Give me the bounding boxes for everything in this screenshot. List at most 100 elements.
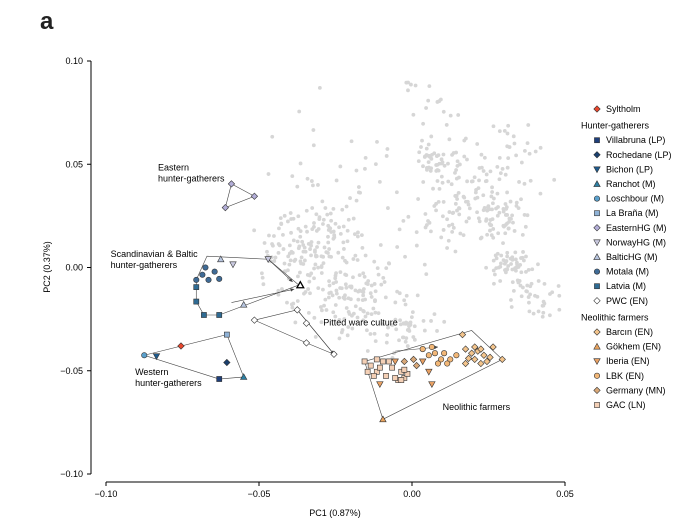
reference-sample	[323, 297, 328, 302]
reference-sample	[522, 213, 527, 217]
reference-sample	[369, 312, 374, 317]
legend-label: Rochedane (LP)	[606, 150, 672, 160]
reference-sample	[298, 229, 303, 234]
reference-sample	[337, 336, 342, 341]
reference-sample	[298, 161, 303, 166]
reference-sample	[406, 214, 411, 219]
reference-sample	[393, 317, 398, 322]
reference-sample	[319, 305, 323, 309]
reference-sample	[520, 285, 525, 290]
reference-sample	[296, 214, 301, 219]
reference-sample	[492, 281, 496, 286]
reference-sample	[368, 291, 373, 296]
reference-sample	[355, 258, 360, 262]
reference-sample	[353, 253, 358, 258]
reference-sample	[312, 266, 316, 271]
reference-sample	[494, 256, 499, 261]
point-rochedane-lp	[223, 358, 231, 367]
legend-label: Latvia (M)	[606, 281, 646, 291]
reference-sample	[352, 232, 357, 237]
reference-sample	[498, 171, 503, 176]
reference-sample	[495, 251, 500, 256]
x-tick-label: −0.10	[95, 489, 118, 499]
reference-sample	[277, 226, 281, 231]
point-villabruna-lp	[216, 376, 223, 382]
reference-sample	[297, 109, 302, 114]
reference-sample	[359, 233, 364, 238]
reference-sample	[462, 195, 467, 200]
reference-sample	[321, 222, 325, 226]
y-axis-label: PC2 (0.37%)	[42, 241, 52, 293]
reference-sample	[363, 155, 368, 160]
reference-sample	[438, 97, 443, 102]
legend-marker	[593, 239, 601, 247]
reference-sample	[265, 249, 269, 254]
reference-sample	[404, 336, 409, 341]
reference-sample	[456, 113, 461, 117]
reference-sample	[355, 315, 360, 320]
reference-sample	[505, 254, 510, 259]
reference-sample	[289, 230, 293, 235]
reference-sample	[356, 185, 361, 189]
reference-sample	[353, 304, 358, 309]
reference-sample	[316, 265, 320, 270]
reference-sample	[429, 134, 434, 139]
reference-sample	[535, 294, 540, 299]
point-motala-m	[211, 268, 218, 275]
reference-sample	[345, 228, 350, 233]
reference-sample	[361, 309, 366, 313]
reference-sample	[293, 257, 298, 262]
reference-sample	[547, 313, 552, 318]
reference-sample	[272, 234, 276, 238]
reference-sample	[457, 212, 462, 217]
point-baltichg-m	[217, 255, 225, 263]
reference-sample	[441, 109, 446, 114]
reference-sample	[285, 300, 289, 305]
reference-sample	[423, 212, 428, 216]
reference-sample	[306, 287, 311, 291]
reference-sample	[340, 255, 345, 260]
reference-sample	[395, 245, 400, 249]
reference-sample	[458, 231, 463, 236]
point-gac-ln	[367, 362, 374, 369]
reference-sample	[386, 325, 390, 330]
reference-sample	[445, 217, 450, 222]
reference-sample	[372, 331, 377, 336]
point-baltichg-m	[239, 300, 248, 308]
scand-arrow-1-head	[290, 288, 295, 292]
highlight-marker	[295, 280, 305, 289]
reference-sample	[409, 315, 414, 320]
reference-sample	[287, 243, 292, 248]
reference-sample	[422, 328, 427, 333]
reference-sample	[351, 257, 356, 261]
reference-sample	[447, 210, 452, 214]
reference-sample	[322, 245, 327, 250]
reference-sample	[307, 279, 312, 284]
reference-sample	[338, 270, 343, 275]
legend-marker	[593, 268, 601, 275]
reference-sample	[472, 175, 477, 180]
reference-sample	[466, 202, 471, 207]
reference-sample	[363, 253, 368, 258]
reference-sample	[375, 139, 379, 144]
legend-label: BalticHG (M)	[606, 252, 658, 262]
reference-sample	[507, 145, 512, 149]
reference-sample	[519, 197, 523, 202]
reference-sample	[445, 246, 450, 250]
reference-sample	[293, 320, 298, 325]
reference-sample	[424, 106, 428, 110]
reference-sample	[513, 250, 518, 255]
reference-sample	[298, 234, 303, 239]
reference-sample	[287, 262, 292, 267]
y-tick-label: −0.05	[60, 366, 83, 376]
reference-sample	[442, 163, 447, 168]
reference-sample	[503, 202, 508, 206]
reference-sample	[333, 276, 338, 281]
reference-sample	[351, 216, 356, 221]
reference-sample	[276, 292, 281, 297]
reference-sample	[309, 240, 314, 244]
legend-header: Hunter-gatherers	[581, 121, 650, 131]
reference-sample	[311, 128, 316, 132]
reference-sample	[435, 329, 439, 333]
legend-marker	[593, 372, 601, 379]
